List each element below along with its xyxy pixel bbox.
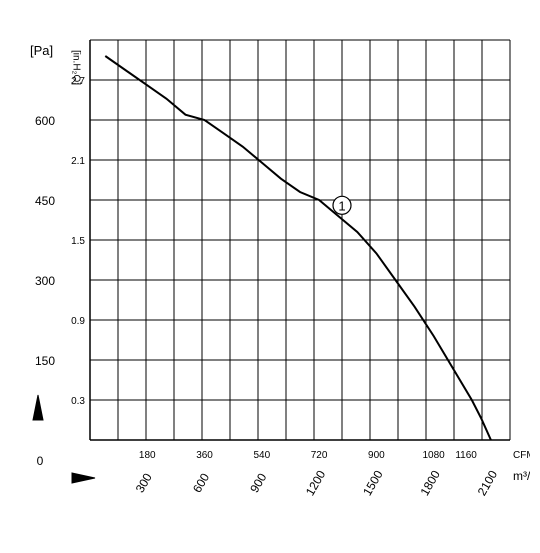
x-tick-m3h: 1200 [303,468,329,498]
x-tick-m3h: 2100 [475,468,501,498]
x-tick-cfm: 1160 [455,450,477,461]
x-arrow [72,473,95,483]
performance-curve [105,56,491,440]
x-tick-cfm: 720 [311,450,328,461]
x-tick-m3h: 300 [133,471,155,496]
y-tick: 300 [35,274,55,288]
y-tick-sec: 2.1 [71,156,85,167]
y-tick: 0 [37,454,44,468]
x-tick-m3h: 1500 [360,468,386,498]
x-tick-m3h: 1800 [417,468,443,498]
curve-annotation-label: 1 [338,198,345,213]
y-unit-pa: [Pa] [30,43,53,58]
y-tick-sec: 0.3 [71,396,85,407]
x-tick-cfm: 360 [196,450,213,461]
x-tick-cfm: 900 [368,450,385,461]
y-tick: 450 [35,194,55,208]
y-tick: 600 [35,114,55,128]
y-tick-sec: 1.5 [71,236,85,247]
chart-svg: [Pa]0150300450600[in.H₂O]0.30.91.52.12.7… [10,10,530,543]
x-tick-cfm: 1080 [423,450,446,461]
x-unit-cfm: CFM [513,450,530,461]
y-tick: 150 [35,354,55,368]
fan-performance-chart: [Pa]0150300450600[in.H₂O]0.30.91.52.12.7… [10,10,530,543]
x-tick-cfm: 540 [253,450,270,461]
x-unit-m3h: m³/h [513,469,530,483]
y-arrow [33,395,43,420]
x-tick-m3h: 900 [247,471,269,496]
x-tick-m3h: 600 [190,471,212,496]
y-tick-sec: 0.9 [71,316,85,327]
y-tick-sec: 2.7 [71,76,85,87]
x-tick-cfm: 180 [139,450,156,461]
